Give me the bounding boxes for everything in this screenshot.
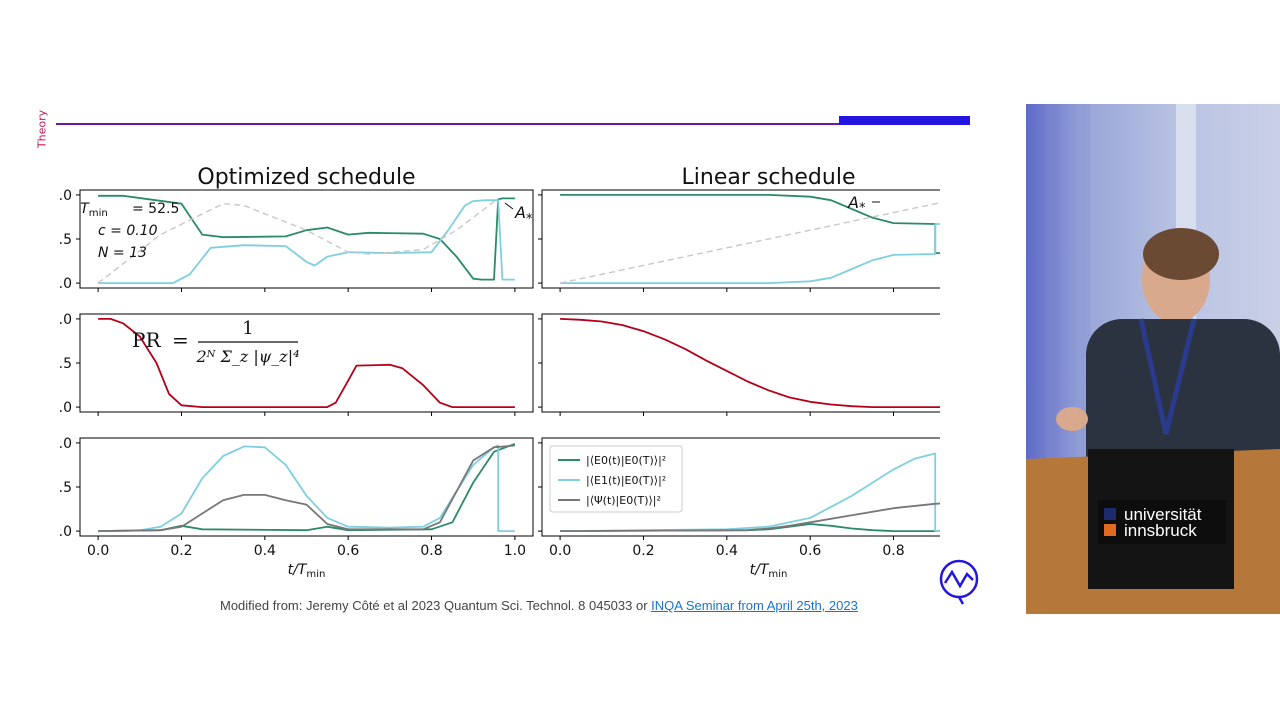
series-line-green [98, 194, 515, 281]
formula-equals: = [172, 328, 189, 352]
y-tick-label: 0.0 [60, 400, 72, 416]
university-sign: universität innsbruck [1098, 500, 1226, 544]
x-tick-label: 0.4 [716, 543, 738, 559]
series-line-red [98, 317, 515, 409]
series-line-dash [559, 201, 940, 284]
x-tick-label: 0.8 [882, 543, 904, 559]
inqa-logo-icon [939, 559, 979, 605]
legend-label: |⟨Ψ(t)|E0(T)⟩|² [586, 494, 661, 507]
series-line-red [560, 318, 940, 409]
x-tick-label: 0.0 [549, 543, 571, 559]
annotation-c: c = 0.10 [98, 223, 158, 239]
x-tick-label: 0.2 [170, 543, 192, 559]
y-tick-label: 0.0 [60, 276, 72, 292]
header-rule [56, 123, 840, 125]
series-line-gray [98, 444, 515, 532]
annotation-astar: A [514, 203, 526, 222]
sign-square-blue [1104, 508, 1116, 520]
annotation-astar: A [847, 193, 859, 212]
annotation-astar-sub: * [859, 201, 866, 216]
formula-denominator: 2ᴺ Σ_z |ψ_z|⁴ [195, 347, 299, 366]
annotation-n: N = 13 [98, 245, 147, 261]
formula-lhs: PR [132, 328, 161, 352]
annotation-arrow [504, 202, 514, 210]
series-line-cyan [98, 444, 515, 533]
x-tick-label: 0.0 [87, 543, 109, 559]
series-line-cyan [560, 223, 940, 284]
panel-title: Linear schedule [682, 165, 856, 190]
panel-title: Optimized schedule [197, 165, 415, 190]
annotation-tmin-value: = 52.5 [132, 201, 179, 217]
y-tick-label: 1.0 [60, 188, 72, 204]
speaker-video-feed [1026, 104, 1280, 614]
header-accent-bar [839, 116, 970, 125]
sign-square-orange [1104, 524, 1116, 536]
legend-box [549, 445, 683, 513]
x-axis-label: t/Tmin [288, 562, 326, 580]
y-tick-label: 0.5 [60, 232, 72, 248]
x-tick-label: 0.6 [799, 543, 821, 559]
legend-label: |⟨E0(t)|E0(T)⟩|² [586, 454, 666, 467]
x-tick-label: 0.2 [632, 543, 654, 559]
y-tick-label: 0.5 [60, 480, 72, 496]
sign-line-2: innsbruck [1124, 521, 1197, 540]
y-tick-label: 1.0 [60, 312, 72, 328]
section-label-text: Theory [35, 109, 49, 149]
series-line-dash [97, 197, 499, 284]
x-tick-label: 0.4 [254, 543, 276, 559]
section-label: Theory [34, 108, 50, 150]
y-tick-label: 1.0 [60, 436, 72, 452]
caption-text: Modified from: Jeremy Côté et al 2023 Qu… [220, 598, 652, 613]
x-tick-label: 1.0 [504, 543, 526, 559]
y-tick-label: 0.0 [60, 524, 72, 540]
sign-line-1: universität [1124, 505, 1202, 524]
x-tick-label: 0.6 [337, 543, 359, 559]
annotation-astar-sub: * [526, 212, 533, 227]
figure-caption: Modified from: Jeremy Côté et al 2023 Qu… [220, 598, 858, 613]
panel-frame [541, 313, 940, 413]
x-axis-label: t/Tmin [750, 562, 788, 580]
series-line-gray [560, 502, 940, 532]
caption-link[interactable]: INQA Seminar from April 25th, 2023 [651, 598, 858, 613]
panel-frame [79, 437, 534, 537]
legend-label: |⟨E1(t)|E0(T)⟩|² [586, 474, 666, 487]
x-tick-label: 0.8 [420, 543, 442, 559]
panel-frame [541, 189, 940, 289]
series-line-cyan [560, 452, 940, 533]
y-tick-label: 0.5 [60, 356, 72, 372]
formula-numerator: 1 [242, 318, 253, 339]
